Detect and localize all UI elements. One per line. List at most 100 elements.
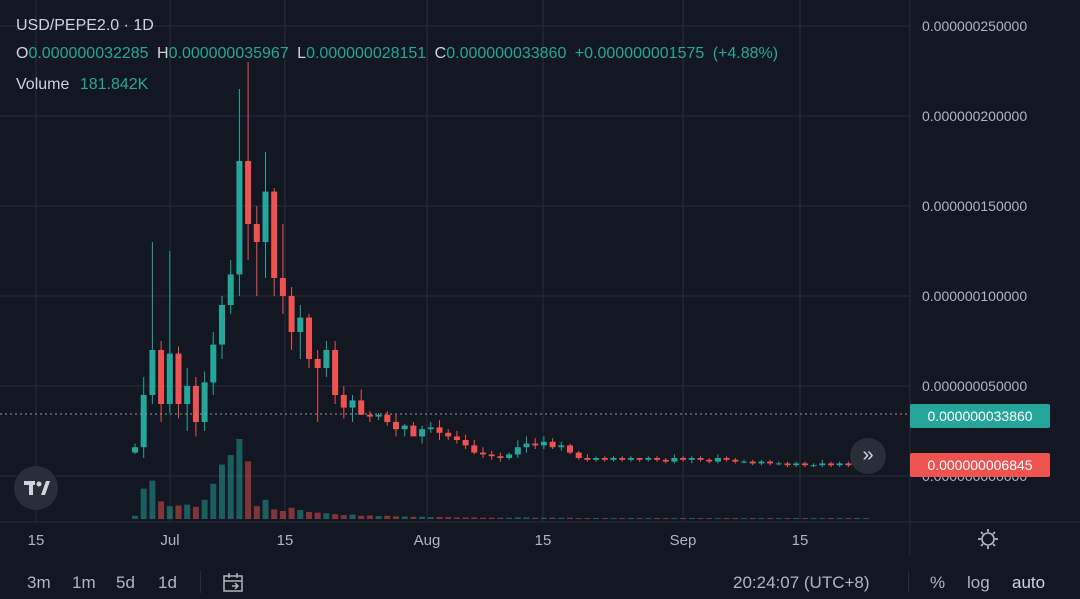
candle-body xyxy=(801,463,808,466)
volume-bar xyxy=(393,516,399,519)
range-3m-button[interactable]: 3m xyxy=(27,573,51,592)
candle-body xyxy=(619,458,626,460)
range-1d-button[interactable]: 1d xyxy=(158,573,177,592)
candle xyxy=(514,440,521,458)
candle-body xyxy=(410,425,417,437)
volume-bar xyxy=(514,517,521,519)
candle-body xyxy=(793,463,800,466)
time-tick-label: 15 xyxy=(535,532,552,549)
candle-body xyxy=(714,458,721,462)
timezone-clock[interactable]: 20:24:07 (UTC+8) xyxy=(733,573,870,592)
volume-bar xyxy=(619,518,626,520)
volume-bar xyxy=(410,516,417,519)
volume-bar xyxy=(288,507,295,519)
volume-bar xyxy=(645,518,652,520)
range-5d-button[interactable]: 5d xyxy=(116,573,135,592)
date-range-calendar-icon[interactable] xyxy=(222,572,248,599)
candle xyxy=(262,152,269,278)
volume-bar xyxy=(549,517,556,519)
candle-body xyxy=(523,443,530,448)
candle xyxy=(210,332,217,395)
candle xyxy=(532,438,539,449)
candle xyxy=(767,459,774,466)
candle xyxy=(401,423,408,437)
volume-bar xyxy=(767,518,774,520)
candle xyxy=(288,287,295,350)
volume-bar xyxy=(219,464,225,519)
candle xyxy=(828,461,834,467)
candle-body xyxy=(306,317,312,359)
candle xyxy=(158,341,165,422)
candle xyxy=(340,386,347,419)
candle xyxy=(149,242,156,404)
scroll-to-realtime-button[interactable]: » xyxy=(850,438,886,474)
candle-body xyxy=(279,278,286,296)
candle-body xyxy=(654,458,660,460)
volume-bar xyxy=(201,499,208,519)
candle-body xyxy=(297,317,304,332)
candle xyxy=(306,314,312,368)
candle xyxy=(567,443,573,455)
volume-bar xyxy=(741,518,747,520)
volume-bar xyxy=(793,518,800,520)
volume-bar xyxy=(558,517,565,519)
volume-bar xyxy=(192,506,199,519)
candle-body xyxy=(349,400,356,408)
candle xyxy=(836,461,843,467)
candle xyxy=(688,456,695,464)
volume-bar xyxy=(445,517,452,519)
auto-scale-toggle[interactable]: auto xyxy=(1012,573,1046,592)
interval-label[interactable]: 1D xyxy=(133,17,154,34)
volume-bar xyxy=(419,516,426,519)
volume-bar xyxy=(236,439,243,519)
candle-body xyxy=(332,350,339,395)
volume-bar xyxy=(158,501,165,519)
volume-legend[interactable]: Volume 181.842K xyxy=(16,76,148,94)
candle xyxy=(584,454,591,462)
candle xyxy=(384,411,391,426)
volume-bar xyxy=(601,518,608,520)
candle xyxy=(593,456,600,462)
candle-body xyxy=(575,452,582,458)
candle xyxy=(775,461,782,466)
volume-bar xyxy=(497,517,504,519)
candle-body xyxy=(375,414,382,417)
range-1m-button[interactable]: 1m xyxy=(72,573,96,592)
candle xyxy=(749,459,756,466)
volume-bar xyxy=(810,518,817,520)
volume-bar xyxy=(862,518,869,520)
candle xyxy=(393,414,399,437)
volume-bar xyxy=(567,517,573,519)
price-chart[interactable]: 0.000000250000 0.000000200000 0.0000001500… xyxy=(0,0,1080,570)
candle xyxy=(366,411,373,422)
candle-body xyxy=(393,422,399,430)
open-value: 0.000000032285 xyxy=(28,45,149,62)
time-axis[interactable]: 15 Jul 15 Aug 15 Sep 15 xyxy=(28,532,809,549)
double-chevron-right-icon: » xyxy=(862,444,874,466)
volume-bar xyxy=(575,518,582,520)
candle xyxy=(558,441,565,451)
candle xyxy=(375,413,382,421)
volume-bar xyxy=(758,518,765,520)
volume-bar xyxy=(680,518,687,520)
log-scale-toggle[interactable]: log xyxy=(967,573,990,592)
price-tick-label: 0.000000250000 xyxy=(922,18,1027,34)
settings-gear-icon[interactable] xyxy=(978,529,998,549)
high-value: 0.000000035967 xyxy=(168,45,289,62)
candle-body xyxy=(836,463,843,466)
candle-body xyxy=(593,458,600,460)
volume-bar xyxy=(262,499,269,519)
chart-grid xyxy=(0,0,910,522)
symbol-name[interactable]: USD/PEPE2.0 xyxy=(16,17,120,34)
volume-bars xyxy=(132,439,869,520)
percent-scale-toggle[interactable]: % xyxy=(930,573,946,592)
volume-bar xyxy=(227,455,234,519)
candle-body xyxy=(140,395,147,448)
candle xyxy=(332,341,339,404)
volume-bar xyxy=(706,518,713,520)
tradingview-logo[interactable] xyxy=(14,466,58,510)
candle-body xyxy=(480,452,486,455)
volume-bar xyxy=(732,518,739,520)
candle xyxy=(184,368,191,431)
candle xyxy=(471,440,478,455)
